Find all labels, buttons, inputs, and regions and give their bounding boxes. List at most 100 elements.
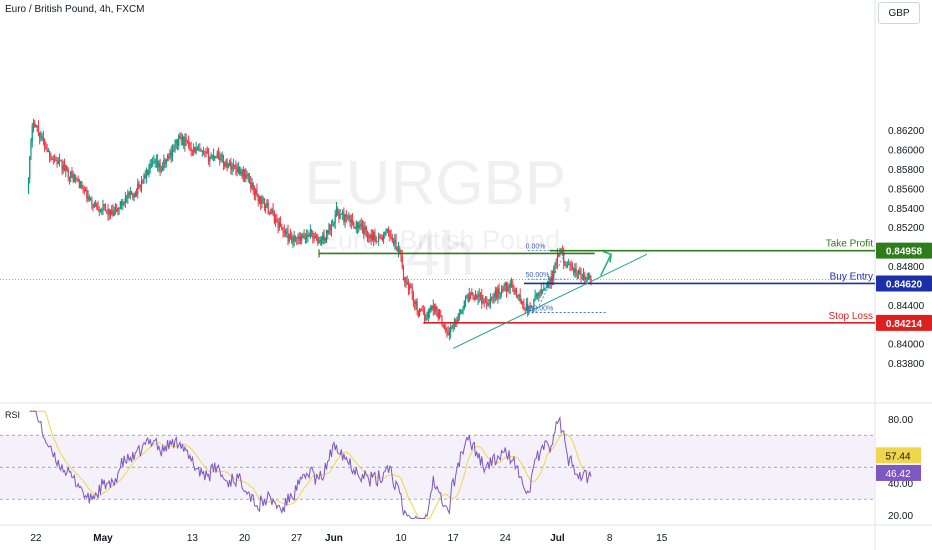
candle-body — [47, 150, 49, 153]
candle-body — [162, 168, 164, 170]
candle-body — [291, 236, 293, 243]
candle-body — [384, 231, 386, 236]
rsi-value-text: 46.42 — [885, 469, 910, 480]
candle-body — [317, 236, 319, 244]
x-tick-label: 22 — [30, 533, 42, 544]
candle-body — [397, 248, 400, 251]
price-tag-text-buy-entry: 0.84620 — [886, 279, 923, 290]
candle-body — [191, 150, 193, 152]
candle-body — [139, 184, 141, 188]
candle-body — [494, 290, 496, 297]
candle-body — [507, 286, 509, 291]
fib-level-label: 100.00% — [526, 306, 554, 313]
candle-body — [523, 303, 525, 310]
candle-body — [458, 313, 460, 318]
candle-body — [577, 270, 580, 274]
candle-body — [51, 159, 53, 161]
candle-body — [337, 208, 339, 216]
candle-body — [487, 304, 489, 306]
candle-body — [417, 311, 419, 317]
candle-body — [183, 136, 185, 147]
candle-body — [281, 227, 283, 230]
candle-body — [306, 235, 308, 238]
candle-body — [210, 156, 212, 159]
candle-body — [175, 140, 177, 144]
candle-body — [60, 160, 62, 162]
candle-body — [525, 303, 528, 311]
ascending-trendline[interactable] — [452, 253, 648, 349]
candle-body — [396, 247, 398, 251]
candle-body — [358, 224, 360, 229]
candle-body — [407, 284, 410, 290]
candle-body — [186, 140, 189, 142]
price-tag-buy-entry — [876, 275, 932, 292]
candle-body — [556, 254, 559, 265]
candle-body — [67, 169, 69, 178]
candle-body — [481, 294, 483, 304]
candle-body — [205, 151, 207, 153]
candle-body — [351, 219, 354, 223]
candle-body — [217, 152, 220, 158]
candle-body — [71, 171, 73, 175]
candle-body — [528, 305, 530, 312]
candle-body — [189, 146, 191, 149]
candle-body — [49, 150, 51, 159]
candle-body — [121, 201, 123, 206]
currency-button[interactable]: GBP — [878, 2, 920, 24]
candle-body — [354, 228, 356, 230]
candle-body — [298, 236, 300, 239]
candle-body — [512, 283, 514, 288]
candle-body — [488, 303, 490, 306]
candle-body — [313, 237, 315, 239]
candle-body — [405, 281, 407, 283]
candle-body — [431, 306, 433, 310]
candle-body — [406, 281, 408, 285]
candle-body — [284, 232, 287, 234]
candle-body — [97, 207, 99, 210]
candle-body — [401, 256, 403, 268]
candle-body — [174, 143, 176, 151]
candle-body — [94, 203, 97, 204]
candle-body — [65, 165, 67, 171]
candle-body — [241, 170, 243, 177]
x-tick-label: 15 — [656, 533, 668, 544]
candle-body — [221, 155, 223, 157]
candle-body — [467, 296, 469, 302]
candle-body — [489, 298, 491, 304]
candle-body — [456, 320, 458, 323]
candle-body — [421, 310, 423, 311]
candle-body — [157, 160, 159, 168]
candle-body — [478, 294, 480, 297]
candle-body — [140, 181, 143, 188]
x-tick-label: 13 — [187, 533, 199, 544]
candle-body — [563, 251, 565, 264]
candle-body — [219, 157, 221, 161]
candle-body — [545, 287, 547, 289]
candle-body — [497, 288, 499, 298]
candle-body — [252, 183, 254, 191]
candle-body — [455, 320, 457, 322]
candle-body — [273, 211, 275, 222]
candle-body — [181, 136, 184, 141]
candle-body — [118, 207, 120, 209]
candle-body — [50, 158, 52, 160]
rsi-ma-value-text: 57.44 — [885, 451, 910, 462]
candle-body — [474, 295, 477, 299]
candle-body — [148, 168, 150, 175]
candle-body — [278, 222, 280, 228]
candle-body — [34, 122, 36, 128]
x-tick-label: May — [93, 533, 113, 544]
candle-body — [440, 315, 442, 317]
candle-body — [486, 302, 488, 305]
candle-body — [204, 151, 206, 153]
candle-body — [265, 205, 267, 209]
candle-body — [581, 277, 583, 279]
candle-body — [117, 207, 119, 212]
candle-body — [416, 301, 418, 312]
candle-body — [255, 189, 257, 195]
candle-body — [256, 189, 258, 195]
candle-body — [85, 189, 87, 192]
candle-body — [338, 215, 340, 219]
